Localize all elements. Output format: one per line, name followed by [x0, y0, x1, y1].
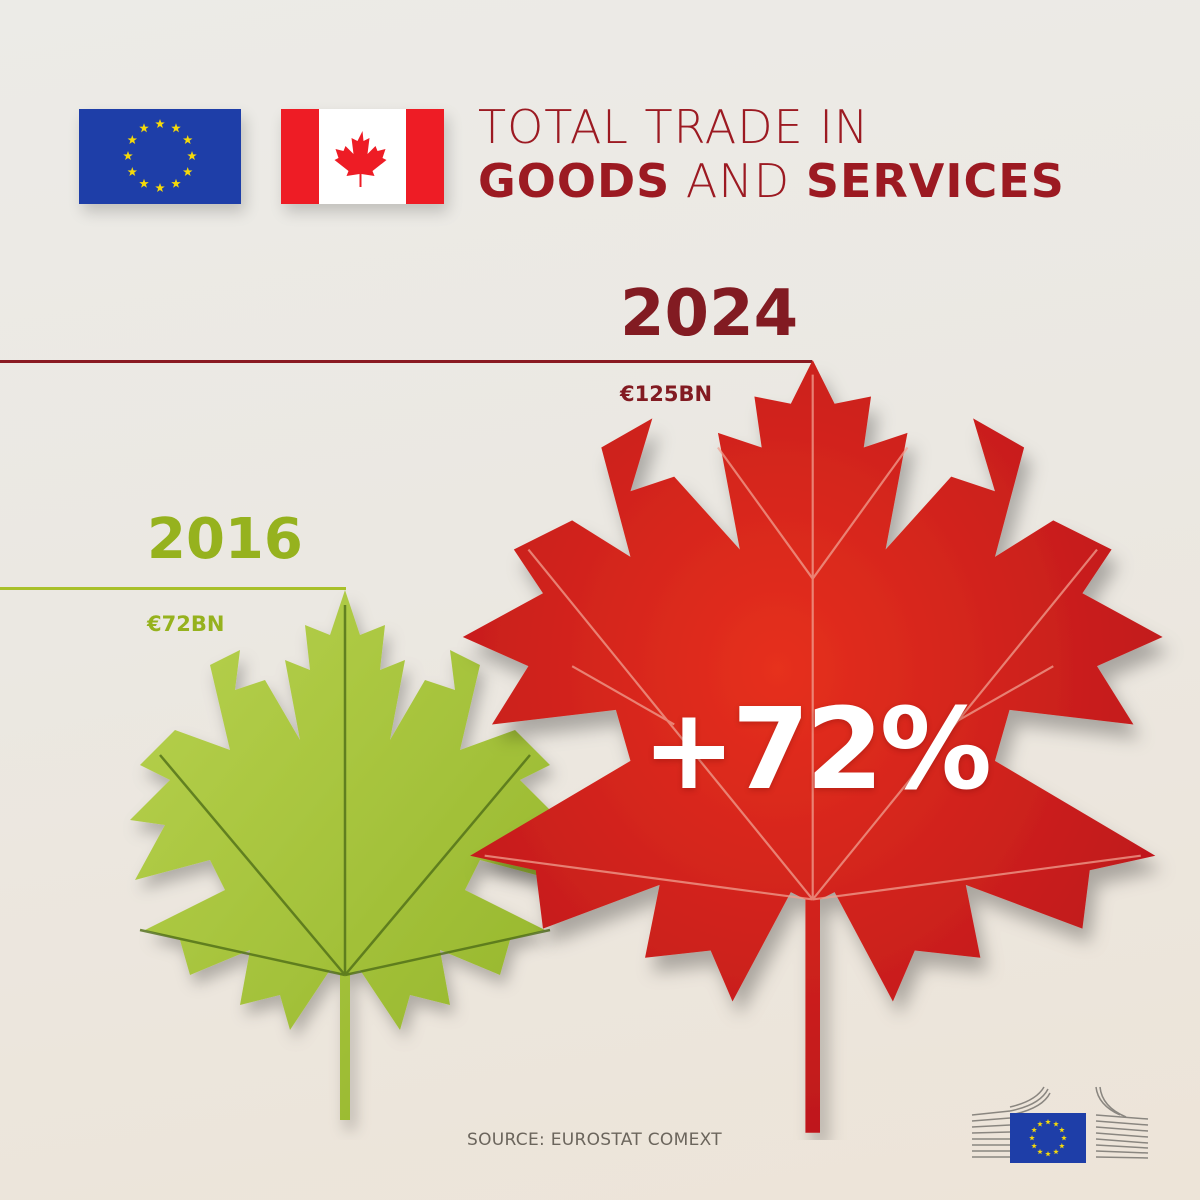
eu-flag-icon [79, 109, 241, 204]
level-line-2024 [0, 360, 812, 363]
title-line-1: TOTAL TRADE IN [478, 100, 870, 154]
year-2016-label: 2016 [147, 507, 303, 572]
source-note: SOURCE: EUROSTAT COMEXT [467, 1130, 722, 1150]
growth-percentage: +72% [642, 685, 992, 815]
page-title: TOTAL TRADE IN GOODS AND SERVICES [478, 104, 1065, 204]
european-commission-logo [971, 1086, 1149, 1163]
title-services: SERVICES [805, 154, 1065, 208]
title-goods: GOODS [478, 154, 671, 208]
year-2024-label: 2024 [620, 277, 799, 351]
title-line-2: GOODS AND SERVICES [478, 158, 1065, 204]
green-maple-leaf-icon [130, 590, 560, 1120]
canada-flag-icon [281, 109, 444, 204]
value-2016-label: €72BN [147, 612, 225, 636]
title-and: AND [670, 154, 806, 208]
level-line-2016 [0, 587, 346, 590]
red-maple-leaf-icon [462, 360, 1163, 1133]
value-2024-label: €125BN [620, 382, 713, 406]
